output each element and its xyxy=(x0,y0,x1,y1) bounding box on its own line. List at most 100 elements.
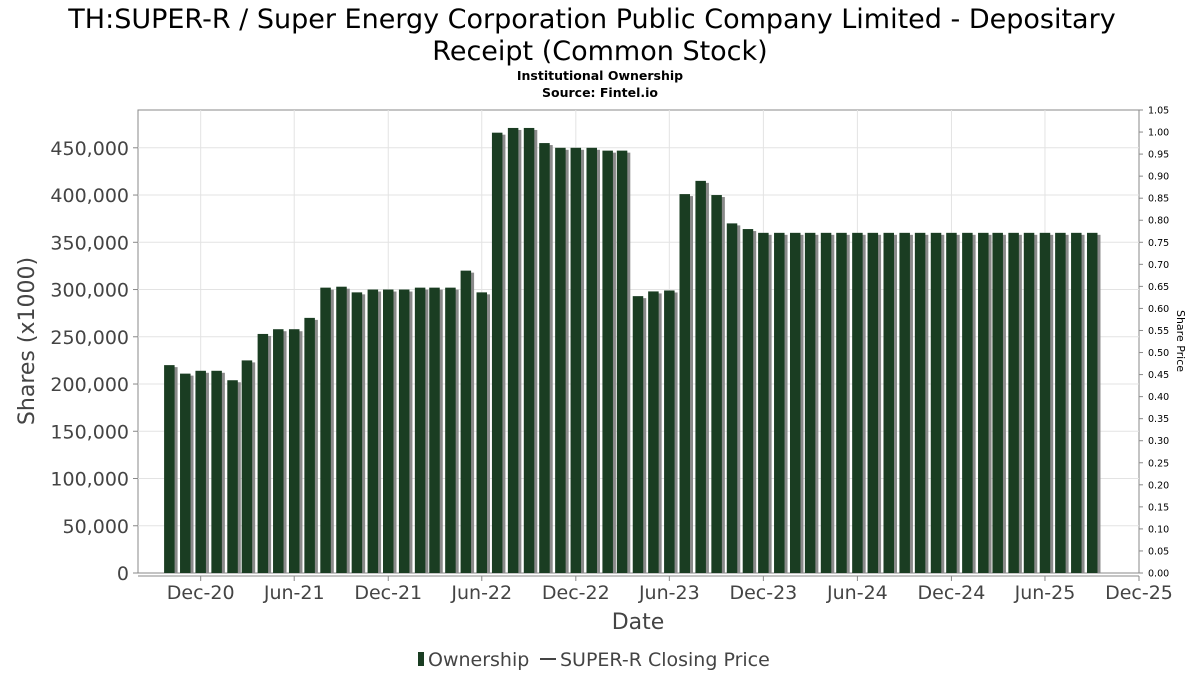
y-tick-label: 250,000 xyxy=(50,327,129,349)
ownership-bar xyxy=(978,232,992,573)
bar-fill xyxy=(555,147,566,574)
ownership-bar xyxy=(164,365,178,573)
chart-subtitle-line-2: Source: Fintel.io xyxy=(542,85,658,100)
x-tick-label: Dec-24 xyxy=(918,582,986,604)
y2-tick-label: 1.05 xyxy=(1148,106,1169,117)
bar-fill xyxy=(648,291,659,573)
bar-fill xyxy=(288,329,300,573)
ownership-bar xyxy=(257,333,272,573)
bar-fill xyxy=(978,232,989,573)
ownership-bar xyxy=(491,132,506,573)
ownership-bar xyxy=(726,223,741,573)
y2-tick-label: 0.70 xyxy=(1148,260,1169,271)
bar-fill xyxy=(304,317,315,573)
bar-fill xyxy=(351,292,363,573)
ownership-bar xyxy=(1023,232,1038,573)
y-axis-label: Shares (x1000) xyxy=(15,257,40,425)
bar-fill xyxy=(789,232,801,573)
ownership-bar xyxy=(460,270,475,573)
x-tick-label: Jun-22 xyxy=(450,582,512,604)
bar-fill xyxy=(539,143,550,574)
bar-fill xyxy=(820,232,832,573)
y2-tick-label: 0.65 xyxy=(1148,282,1169,293)
ownership-bar xyxy=(227,380,241,573)
bar-fill xyxy=(695,180,706,573)
ownership-bar xyxy=(616,150,631,573)
y2-tick-label: 0.10 xyxy=(1148,524,1169,535)
ownership-bar xyxy=(211,370,225,573)
bar-fill xyxy=(507,127,519,573)
ownership-bar xyxy=(664,290,678,573)
bar-fill xyxy=(398,289,410,573)
ownership-bar xyxy=(1008,232,1022,573)
y-tick-label: 50,000 xyxy=(63,516,129,538)
ownership-bar xyxy=(820,232,835,573)
bar-fill xyxy=(602,150,613,573)
bar-fill xyxy=(774,232,785,573)
x-tick-label: Dec-23 xyxy=(729,582,797,604)
y2-tick-label: 0.55 xyxy=(1148,326,1169,337)
ownership-bar xyxy=(304,317,318,573)
bar-fill xyxy=(992,232,1003,573)
ownership-bar xyxy=(570,147,585,574)
legend-ownership-swatch xyxy=(418,652,424,666)
chart-subtitle-line-1: Institutional Ownership xyxy=(517,68,683,83)
bar-fill xyxy=(164,365,175,573)
ownership-bar xyxy=(429,287,443,573)
ownership-bar xyxy=(899,232,913,573)
ownership-bar xyxy=(883,232,897,573)
bar-fill xyxy=(867,232,879,573)
y-tick-label: 0 xyxy=(117,563,129,585)
ownership-bar xyxy=(962,232,976,573)
bar-fill xyxy=(241,360,253,573)
ownership-bar xyxy=(367,289,382,573)
bar-fill xyxy=(195,370,206,573)
ownership-bar xyxy=(351,292,366,573)
ownership-bar xyxy=(711,195,725,573)
ownership-bars xyxy=(164,127,1101,574)
ownership-bar xyxy=(836,232,850,573)
ownership-bar xyxy=(1071,232,1085,573)
bar-fill xyxy=(273,329,284,573)
y2-tick-label: 0.75 xyxy=(1148,238,1169,249)
bar-fill xyxy=(586,147,597,574)
bar-fill xyxy=(962,232,973,573)
ownership-bar xyxy=(241,360,256,573)
ownership-bar xyxy=(195,370,209,573)
bar-fill xyxy=(570,147,582,574)
y-tick-label: 150,000 xyxy=(50,421,129,443)
ownership-bar xyxy=(930,232,945,573)
y-tick-label: 200,000 xyxy=(50,374,129,396)
y-tick-label: 300,000 xyxy=(50,280,129,302)
bar-fill xyxy=(1086,232,1098,573)
bar-fill xyxy=(899,232,910,573)
ownership-bar xyxy=(914,232,929,573)
bar-fill xyxy=(616,150,628,573)
bar-fill xyxy=(914,232,926,573)
ownership-bar xyxy=(648,291,662,573)
y2-tick-label: 0.60 xyxy=(1148,304,1169,315)
x-tick-label: Jun-25 xyxy=(1014,582,1076,604)
bar-fill xyxy=(836,232,847,573)
bar-fill xyxy=(336,286,347,573)
y-tick-label: 400,000 xyxy=(50,185,129,207)
bar-fill xyxy=(1071,232,1082,573)
bar-fill xyxy=(257,333,269,573)
y-tick-label: 100,000 xyxy=(50,469,129,491)
y2-tick-label: 0.45 xyxy=(1148,370,1169,381)
bar-fill xyxy=(632,296,644,573)
ownership-bar xyxy=(774,232,788,573)
y2-axis: 0.00 0.05 0.10 0.15 0.20 0.25 0.30 0.35 0.40 0.45… xyxy=(1139,106,1169,580)
bar-fill xyxy=(679,194,690,573)
ownership-bar xyxy=(602,150,616,573)
ownership-bar xyxy=(180,373,194,573)
y2-tick-label: 0.85 xyxy=(1148,194,1169,205)
ownership-bar xyxy=(867,232,882,573)
ownership-bar xyxy=(1039,232,1054,573)
x-tick-label: Dec-22 xyxy=(542,582,610,604)
ownership-bar xyxy=(383,289,397,573)
ownership-bar xyxy=(320,287,334,573)
ownership-bar xyxy=(414,287,429,573)
ownership-bar xyxy=(679,194,693,573)
